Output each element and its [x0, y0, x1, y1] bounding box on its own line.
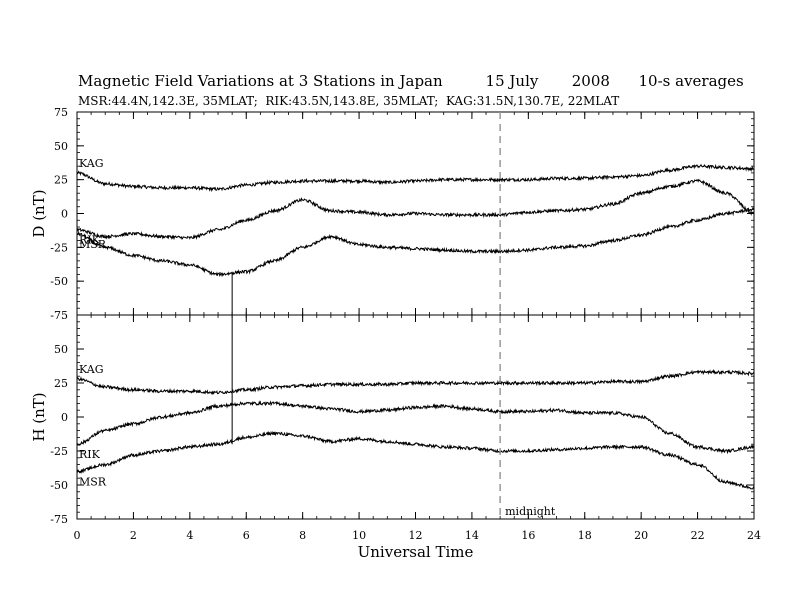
x-tick-label: 6	[243, 529, 250, 542]
x-tick-label: 4	[186, 529, 193, 542]
chart-title: Magnetic Field Variations at 3 Stations …	[78, 72, 744, 90]
h-ytick-label: -50	[50, 479, 68, 492]
x-tick-label: 12	[409, 529, 423, 542]
chart-subtitle: MSR:44.4N,142.3E, 35MLAT; RIK:43.5N,143.…	[78, 94, 620, 108]
x-tick-label: 10	[352, 529, 366, 542]
d-series-rik	[76, 178, 755, 241]
h-series-label-msr: MSR	[79, 475, 107, 488]
x-tick-label: 20	[634, 529, 648, 542]
d-ytick-label: -25	[50, 241, 68, 254]
x-tick-label: 0	[74, 529, 81, 542]
d-series-kag	[76, 163, 755, 193]
d-ytick-label: -75	[50, 309, 68, 322]
d-ytick-label: 0	[61, 208, 68, 221]
h-series-rik	[76, 400, 755, 455]
x-tick-label: 14	[465, 529, 479, 542]
d-ytick-label: 25	[54, 174, 68, 187]
x-tick-label: 8	[299, 529, 306, 542]
h-series-msr	[76, 430, 755, 490]
h-series-label-kag: KAG	[79, 363, 104, 376]
h-series-label-rik: RIK	[79, 448, 101, 461]
d-series-label-kag: KAG	[79, 157, 104, 170]
h-series-kag	[76, 368, 755, 396]
d-series-label-msr: MSR	[79, 238, 107, 251]
d-series-msr	[76, 206, 755, 278]
h-ylabel: H (nT)	[30, 392, 48, 441]
x-tick-label: 22	[691, 529, 705, 542]
midnight-label: midnight	[505, 505, 556, 518]
x-axis-title: Universal Time	[358, 543, 474, 561]
h-ytick-label: 50	[54, 343, 68, 356]
h-ytick-label: 25	[54, 377, 68, 390]
d-ylabel: D (nT)	[30, 189, 48, 237]
d-ytick-label: 50	[54, 140, 68, 153]
x-tick-label: 2	[130, 529, 137, 542]
d-ytick-label: -50	[50, 275, 68, 288]
h-ytick-label: -25	[50, 445, 68, 458]
h-ytick-label: 0	[61, 411, 68, 424]
h-panel-frame	[76, 314, 755, 520]
x-tick-label: 18	[578, 529, 592, 542]
x-tick-label: 16	[521, 529, 535, 542]
d-ytick-label: 75	[54, 106, 68, 119]
h-ytick-label: -75	[50, 513, 68, 526]
x-tick-label: 24	[747, 529, 761, 542]
